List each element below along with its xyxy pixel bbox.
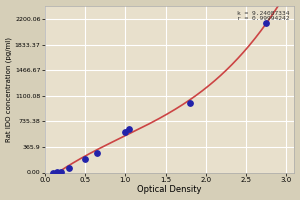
Point	[264, 21, 269, 25]
Y-axis label: Rat IDO concentration (pg/ml): Rat IDO concentration (pg/ml)	[6, 37, 12, 142]
Point	[123, 131, 128, 134]
X-axis label: Optical Density: Optical Density	[137, 185, 202, 194]
Point	[95, 151, 100, 155]
Point	[187, 101, 192, 105]
Point	[127, 128, 132, 131]
Text: k = 9.24087334
r = 0.99994242: k = 9.24087334 r = 0.99994242	[237, 11, 290, 21]
Point	[54, 171, 59, 174]
Point	[50, 171, 55, 174]
Point	[67, 167, 71, 170]
Point	[82, 157, 87, 160]
Point	[58, 170, 63, 173]
